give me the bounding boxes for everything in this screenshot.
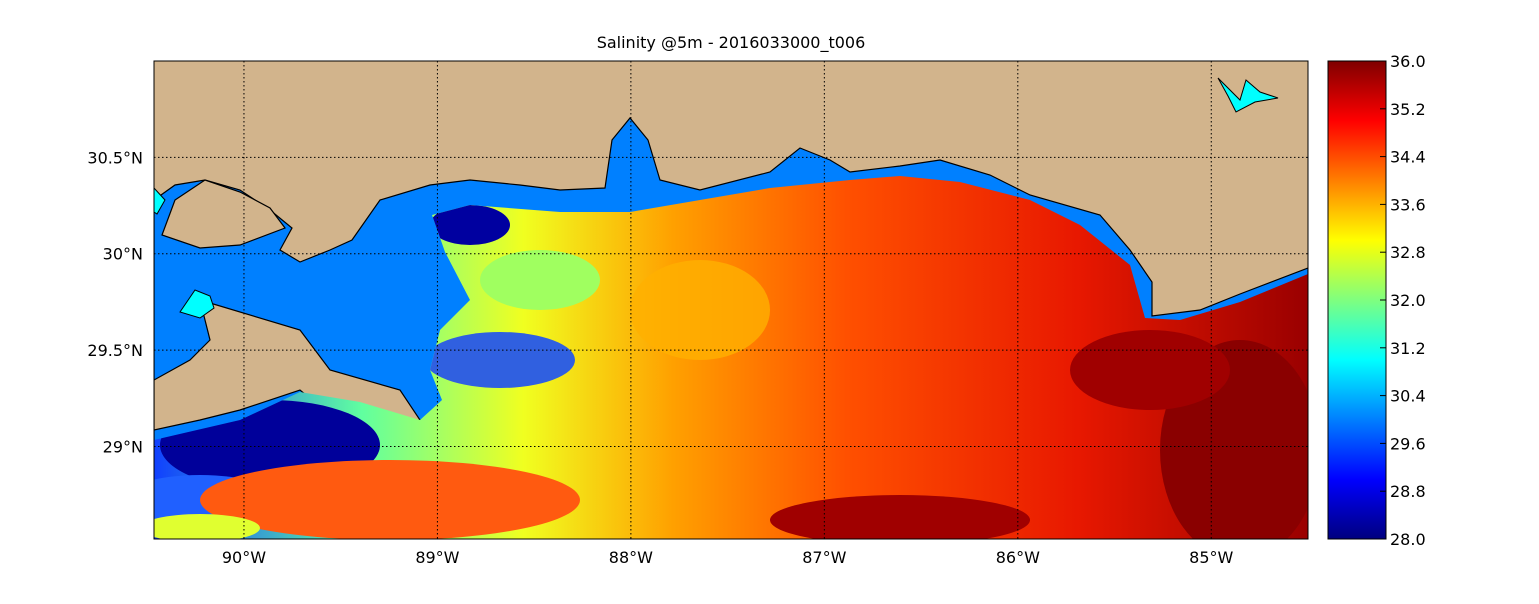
colorbar-tick-label: 30.4 (1390, 387, 1426, 406)
y-tick-label: 29°N (103, 437, 143, 456)
y-tick-label: 29.5°N (87, 341, 143, 360)
y-tick-label: 30.5°N (87, 148, 143, 167)
x-tick-label: 89°W (415, 548, 459, 567)
colorbar-tick-label: 36.0 (1390, 52, 1426, 71)
grid (154, 61, 1308, 539)
x-tick-label: 87°W (802, 548, 846, 567)
lake (154, 187, 166, 215)
colorbar-tick-label: 28.8 (1390, 482, 1426, 501)
lake (1217, 77, 1279, 113)
colorbar-tick-label: 34.4 (1390, 148, 1426, 167)
land (161, 179, 286, 249)
x-tick-label: 90°W (222, 548, 266, 567)
colorbar-tick-label: 32.8 (1390, 243, 1426, 262)
lake (179, 289, 215, 319)
colorbar (1327, 60, 1387, 540)
colorbar-tick-label: 29.6 (1390, 434, 1426, 453)
chart-title: Salinity @5m - 2016033000_t006 (597, 33, 866, 53)
colorbar-tick-label: 32.0 (1390, 291, 1426, 310)
colorbar-tick-label: 31.2 (1390, 339, 1426, 358)
colorbar-tick-label: 35.2 (1390, 100, 1426, 119)
map (154, 61, 1308, 539)
x-tick-label: 86°W (996, 548, 1040, 567)
y-tick-label: 30°N (103, 245, 143, 264)
x-tick-label: 85°W (1189, 548, 1233, 567)
colorbar-tick-label: 28.0 (1390, 530, 1426, 549)
x-tick-label: 88°W (609, 548, 653, 567)
plot-frame (153, 60, 1309, 540)
colorbar-tick-label: 33.6 (1390, 195, 1426, 214)
